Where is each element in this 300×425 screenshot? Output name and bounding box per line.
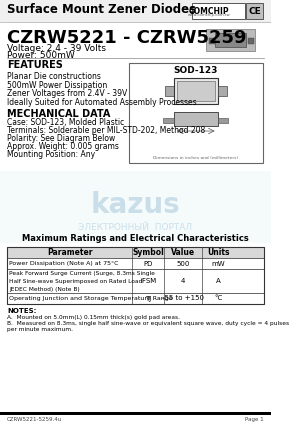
Bar (0, 412, 271, 415)
Text: Ideally Suited for Automated Assembly Processes: Ideally Suited for Automated Assembly Pr… (7, 97, 197, 107)
Bar (174, 112, 218, 126)
Bar (7, 247, 264, 304)
Text: Zener Voltages from 2.4V - 39V: Zener Voltages from 2.4V - 39V (7, 89, 128, 98)
Bar (248, 38, 254, 44)
Text: °C: °C (214, 295, 223, 301)
Bar (129, 63, 263, 163)
Bar (164, 118, 174, 123)
Text: PD: PD (143, 261, 153, 266)
Text: Surface Mount Zener Diodes: Surface Mount Zener Diodes (7, 3, 196, 15)
Bar (209, 38, 215, 44)
Text: CZRW5221 - CZRW5259: CZRW5221 - CZRW5259 (7, 29, 247, 47)
Bar (0, 171, 271, 243)
Text: Operating Junction and Storage Temperature Range: Operating Junction and Storage Temperatu… (9, 296, 173, 301)
Text: Terminals: Solderable per MIL-STD-202, Method 208: Terminals: Solderable per MIL-STD-202, M… (7, 126, 206, 135)
Bar (215, 33, 246, 47)
Text: Planar Die constructions: Planar Die constructions (7, 72, 101, 81)
Bar (7, 247, 264, 258)
Text: Polarity: See Diagram Below: Polarity: See Diagram Below (7, 134, 116, 143)
Text: mW: mW (212, 261, 225, 266)
Text: MECHANICAL DATA: MECHANICAL DATA (7, 109, 111, 119)
Text: -55 to +150: -55 to +150 (162, 295, 204, 301)
Text: TJ: TJ (145, 295, 151, 301)
Text: www.comchip.com.tw: www.comchip.com.tw (188, 13, 231, 17)
Bar (177, 81, 215, 101)
Text: Parameter: Parameter (47, 248, 92, 257)
Bar (7, 258, 264, 269)
Text: SOD-123: SOD-123 (174, 66, 218, 75)
Text: Case: SOD-123, Molded Plastic: Case: SOD-123, Molded Plastic (7, 118, 124, 127)
Text: 500: 500 (177, 261, 190, 266)
Bar (0, 0, 271, 22)
Text: Units: Units (207, 248, 230, 257)
Text: Page 1: Page 1 (245, 417, 264, 422)
Text: FEATURES: FEATURES (7, 60, 63, 70)
Text: Half Sine-wave Superimposed on Rated Load: Half Sine-wave Superimposed on Rated Loa… (9, 278, 142, 283)
Bar (218, 118, 228, 123)
Text: Peak Forward Surge Current (Surge, 8.3ms Single: Peak Forward Surge Current (Surge, 8.3ms… (9, 270, 155, 275)
Text: Dimensions in inches and (millimeters): Dimensions in inches and (millimeters) (153, 156, 238, 160)
Text: Maximum Ratings and Electrical Characteristics: Maximum Ratings and Electrical Character… (22, 234, 249, 243)
Bar (192, 3, 244, 19)
Text: CZRW5221-5259.4u: CZRW5221-5259.4u (7, 417, 62, 422)
Text: Value: Value (171, 248, 195, 257)
Text: Approx. Weight: 0.005 grams: Approx. Weight: 0.005 grams (7, 142, 119, 151)
Text: 4: 4 (181, 278, 185, 284)
Bar (174, 78, 218, 104)
Text: Mounting Position: Any: Mounting Position: Any (7, 150, 95, 159)
Text: A.  Mounted on 5.0mm(L) 0.15mm thick(s) gold pad areas.: A. Mounted on 5.0mm(L) 0.15mm thick(s) g… (7, 315, 180, 320)
Bar (218, 86, 226, 96)
Text: Power: 500mW: Power: 500mW (7, 51, 75, 60)
Text: NOTES:: NOTES: (7, 308, 37, 314)
Text: Symbol: Symbol (132, 248, 164, 257)
Bar (246, 3, 263, 19)
Text: B.  Measured on 8.3ms, single half sine-wave or equivalent square wave, duty cyc: B. Measured on 8.3ms, single half sine-w… (7, 321, 289, 332)
Text: IFSM: IFSM (140, 278, 156, 284)
Text: Voltage: 2.4 - 39 Volts: Voltage: 2.4 - 39 Volts (7, 44, 106, 53)
Bar (206, 29, 256, 51)
Bar (165, 86, 174, 96)
Bar (7, 269, 264, 293)
Text: A: A (216, 278, 221, 284)
Text: 500mW Power Dissipation: 500mW Power Dissipation (7, 80, 107, 90)
Text: ЭЛЕКТРОННЫЙ  ПОРТАЛ: ЭЛЕКТРОННЫЙ ПОРТАЛ (78, 223, 193, 232)
Text: COMCHIP: COMCHIP (189, 6, 230, 15)
Text: JEDEC Method) (Note B): JEDEC Method) (Note B) (9, 286, 80, 292)
Text: kazus: kazus (91, 191, 180, 219)
Text: CE: CE (248, 6, 261, 15)
Bar (7, 293, 264, 304)
Text: Power Dissipation (Note A) at 75°C: Power Dissipation (Note A) at 75°C (9, 261, 118, 266)
